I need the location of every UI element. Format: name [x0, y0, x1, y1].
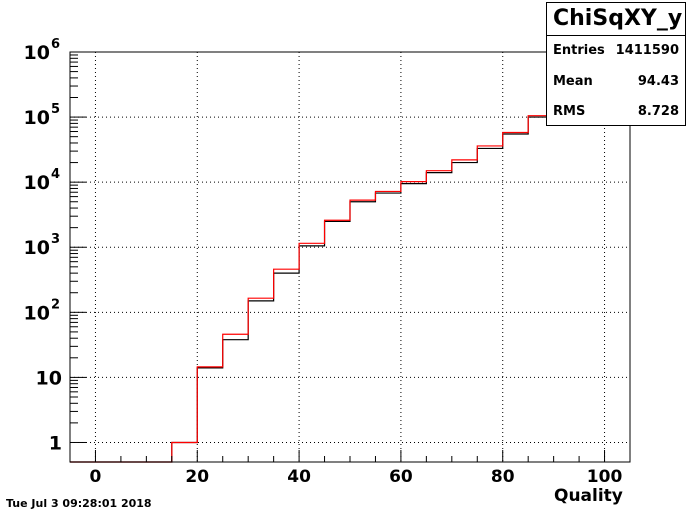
x-tick-label: 40	[287, 467, 311, 487]
y-tick-label: 10	[24, 42, 50, 64]
stats-rms-row: RMS 8.728	[553, 104, 679, 119]
timestamp: Tue Jul 3 09:28:01 2018	[6, 497, 152, 510]
stats-title: ChiSqXY_y	[547, 3, 685, 36]
y-tick-exponent: 5	[51, 102, 60, 117]
x-tick-label: 0	[90, 467, 102, 487]
histogram-series-line-1	[70, 67, 605, 463]
y-tick-exponent: 6	[51, 37, 60, 52]
series-group	[70, 67, 605, 463]
x-tick-label: 100	[587, 467, 623, 487]
stats-entries-row: Entries 1411590	[553, 43, 679, 58]
y-tick-label: 10	[24, 172, 50, 194]
entries-value: 1411590	[615, 43, 679, 58]
y-tick-label: 10	[24, 107, 50, 129]
y-tick-exponent: 3	[51, 232, 60, 247]
histogram-series-line-0	[70, 81, 605, 463]
rms-value: 8.728	[637, 104, 679, 119]
y-tick-exponent: 2	[51, 297, 60, 312]
y-tick-label: 10	[36, 367, 62, 389]
y-tick-label: 10	[24, 302, 50, 324]
stats-box: ChiSqXY_y Entries 1411590 Mean 94.43 RMS…	[546, 2, 686, 126]
x-tick-label: 80	[491, 467, 515, 487]
rms-label: RMS	[553, 104, 586, 119]
y-tick-exponent: 4	[51, 167, 60, 182]
y-tick-label: 1	[49, 432, 62, 454]
entries-label: Entries	[553, 43, 605, 58]
stats-mean-row: Mean 94.43	[553, 74, 679, 89]
x-axis-title: Quality	[554, 486, 623, 506]
y-tick-label: 10	[24, 237, 50, 259]
mean-value: 94.43	[637, 74, 679, 89]
x-tick-label: 20	[185, 467, 209, 487]
x-tick-label: 60	[389, 467, 413, 487]
mean-label: Mean	[553, 74, 593, 89]
